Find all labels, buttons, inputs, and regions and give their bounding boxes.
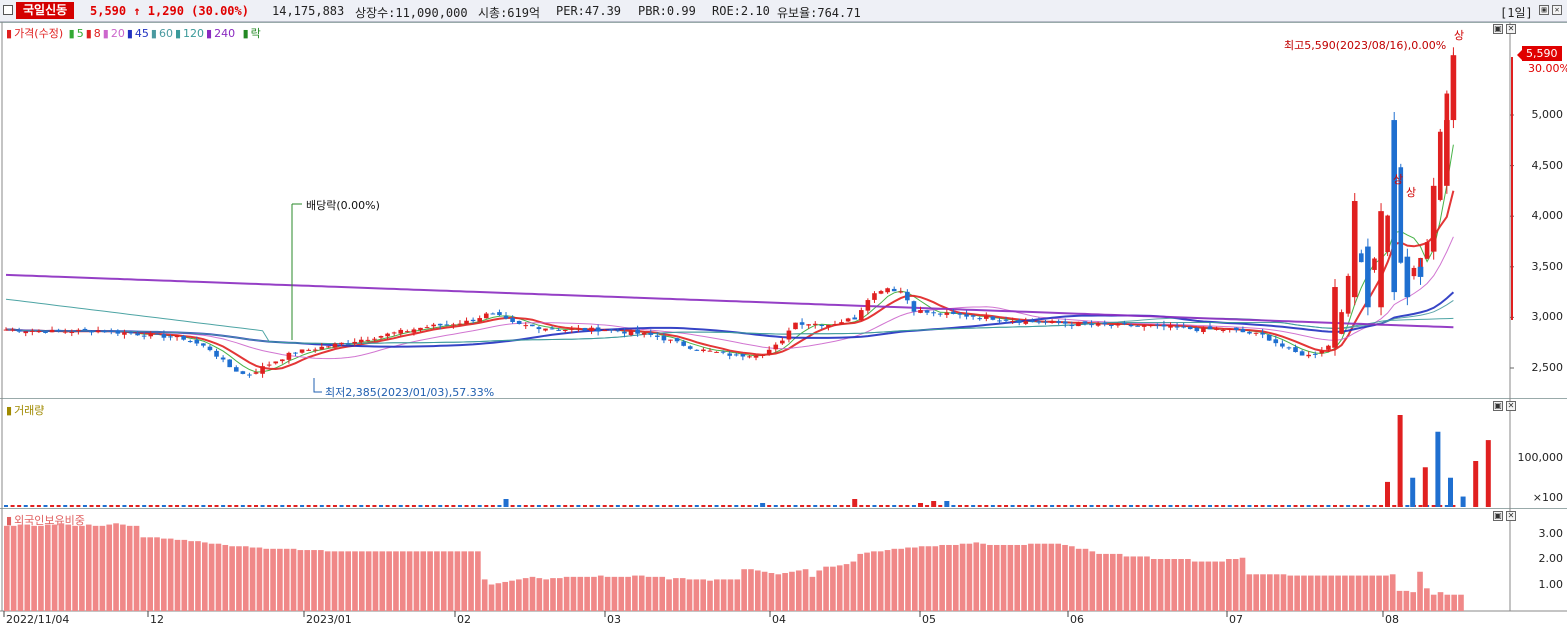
ma-legend-marker: ▮ bbox=[150, 27, 157, 40]
price-legend-marker: ▮ bbox=[6, 27, 13, 40]
pbr-value: PBR:0.99 bbox=[638, 4, 696, 18]
ma-legend-label: 5 bbox=[76, 27, 84, 40]
market-cap: 시총:619억 bbox=[478, 6, 541, 20]
price-axis-label: 3,500 bbox=[1531, 259, 1564, 273]
ma-legend-label: 20 bbox=[110, 27, 125, 40]
ma-legend-label: 8 bbox=[93, 27, 101, 40]
foreign-axis-label: 1.00 bbox=[1538, 577, 1564, 591]
date-axis-label: 05 bbox=[922, 613, 936, 626]
ma-legend-label: 120 bbox=[183, 27, 205, 40]
volume-legend-marker: ▮ bbox=[6, 404, 13, 417]
dividend-legend-label: 락 bbox=[250, 27, 261, 40]
ma-legend-label: 240 bbox=[214, 27, 236, 40]
volume-legend: ▮ 거래량 bbox=[6, 402, 46, 418]
period-selector[interactable]: [1일] bbox=[1500, 6, 1533, 20]
price-panel[interactable]: ▮ 가격(수정) ▮ 5 ▮ 8 ▮ 20 ▮ 45 ▮ 60 ▮ 120 ▮ 240 ▮ 락 bbox=[0, 22, 1567, 398]
ma-legend-label: 60 bbox=[158, 27, 173, 40]
foreign-legend-label: 외국인보유비중 bbox=[14, 514, 85, 527]
price-value: 5,590 bbox=[90, 4, 127, 18]
foreign-legend-marker: ▮ bbox=[6, 514, 13, 527]
foreign-axis-label: 2.00 bbox=[1538, 552, 1564, 565]
high-annotation: 최고5,590(2023/08/16),0.00% bbox=[1284, 39, 1447, 52]
price-axis-label: 5,000 bbox=[1531, 108, 1564, 121]
foreign-maximize-icon[interactable]: ▣ bbox=[1493, 511, 1503, 521]
dividend-annotation: 배당락(0.00%) bbox=[306, 199, 380, 212]
per-value: PER:47.39 bbox=[556, 4, 622, 18]
date-axis-label: 06 bbox=[1070, 613, 1084, 626]
price-axis-label: 4,000 bbox=[1531, 209, 1564, 223]
low-annotation: 최저2,385(2023/01/03),57.33% bbox=[325, 386, 495, 399]
price-change-pct: (30.00%) bbox=[191, 4, 249, 18]
foreign-axis-label: 3.00 bbox=[1538, 526, 1564, 540]
stock-info-bar: 국일신동 5,590 ↑ 1,290 (30.00%) 14,175,883 상… bbox=[0, 0, 1567, 22]
panel-close-icon[interactable]: ✕ bbox=[1506, 24, 1516, 34]
date-axis-label: 08 bbox=[1385, 613, 1399, 626]
ma-legend-label: 45 bbox=[134, 27, 149, 40]
maximize-icon[interactable]: ▣ bbox=[1539, 5, 1549, 15]
ma-legend-marker: ▮ bbox=[126, 27, 133, 40]
date-axis-label: 12 bbox=[150, 613, 164, 626]
date-axis-label: 2023/01 bbox=[306, 613, 352, 626]
foreign-ratio-panel[interactable]: ▮ 외국인보유비중 bbox=[0, 508, 1567, 611]
stock-name-badge[interactable]: 국일신동 bbox=[16, 2, 75, 19]
foreign-legend: ▮ 외국인보유비중 bbox=[6, 512, 87, 528]
close-icon[interactable]: ✕ bbox=[1552, 5, 1562, 15]
price-legend: ▮ 가격(수정) ▮ 5 ▮ 8 ▮ 20 ▮ 45 ▮ 60 ▮ 120 ▮ 240 ▮ 락 bbox=[6, 25, 263, 41]
volume-axis-label: 100,000 bbox=[1517, 451, 1564, 464]
volume-value: 14,175,883 bbox=[272, 4, 345, 18]
date-axis-label: 07 bbox=[1229, 613, 1243, 626]
volume-close-icon[interactable]: ✕ bbox=[1506, 401, 1516, 411]
select-checkbox[interactable] bbox=[3, 5, 13, 15]
ma-legend-marker: ▮ bbox=[68, 27, 75, 40]
panel-maximize-icon[interactable]: ▣ bbox=[1493, 24, 1503, 34]
foreign-close-icon[interactable]: ✕ bbox=[1506, 511, 1516, 521]
reserve-ratio: 유보율:764.71 bbox=[777, 6, 861, 20]
ma-legend-marker: ▮ bbox=[174, 27, 182, 40]
date-axis-label: 04 bbox=[772, 613, 786, 626]
price-change: ↑ 1,290 bbox=[133, 4, 184, 18]
price-axis-label: 3,000 bbox=[1531, 310, 1564, 324]
volume-maximize-icon[interactable]: ▣ bbox=[1493, 401, 1503, 411]
date-axis-label: 03 bbox=[607, 613, 621, 626]
ma-legend-marker: ▮ bbox=[102, 27, 109, 40]
date-axis-label: 2022/11/04 bbox=[6, 613, 70, 626]
roe-value: ROE:2.10 bbox=[712, 4, 770, 18]
dividend-legend-marker: ▮ bbox=[242, 27, 249, 40]
date-axis-label: 02 bbox=[457, 613, 471, 626]
current-price: 5,590 ↑ 1,290 (30.00%) bbox=[90, 4, 249, 18]
ma-legend-marker: ▮ bbox=[85, 27, 92, 40]
listed-shares: 상장수:11,090,000 bbox=[355, 6, 468, 20]
price-legend-label: 가격(수정) bbox=[14, 27, 64, 40]
last-price-tag: 5,590 bbox=[1522, 46, 1562, 61]
volume-panel[interactable]: ▮ 거래량 bbox=[0, 398, 1567, 508]
price-axis-label: 4,500 bbox=[1531, 158, 1564, 172]
price-axis-label: 2,500 bbox=[1531, 361, 1564, 374]
volume-legend-label: 거래량 bbox=[14, 404, 45, 417]
last-price-pct: 30.00% bbox=[1528, 62, 1567, 75]
ma-legend-marker: ▮ bbox=[206, 27, 213, 40]
volume-axis-label: ×100 bbox=[1532, 491, 1563, 504]
